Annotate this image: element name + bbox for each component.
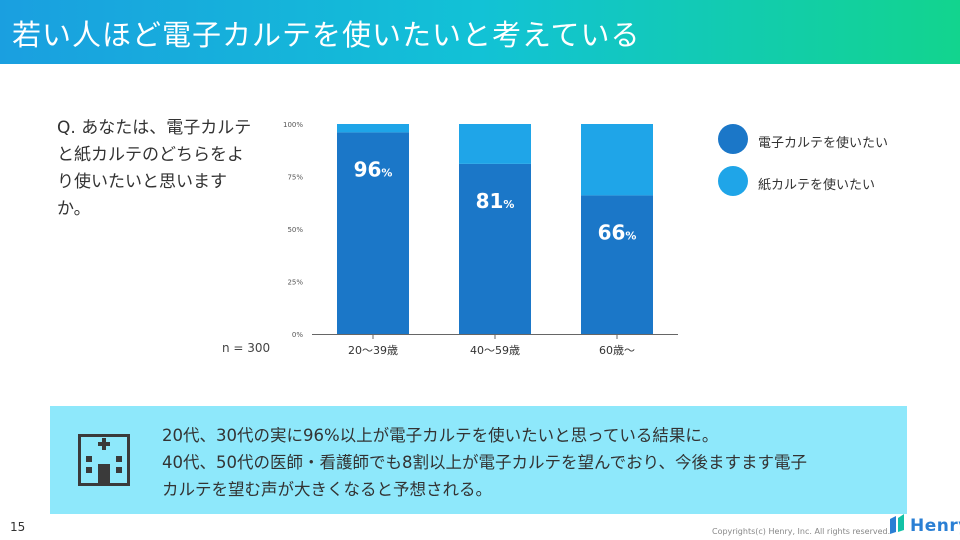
x-tick-label: 40〜59歳 [470, 344, 520, 357]
brand-name: Henry [910, 516, 960, 536]
bar-segment-electronic [581, 195, 653, 334]
bar-data-label: 81% [476, 189, 515, 213]
survey-question: Q. あなたは、電子カルテと紙カルテのどちらをより使いたいと思いますか。 [57, 118, 252, 219]
callout-line: 20代、30代の実に96%以上が電子カルテを使いたいと思っている結果に。 [162, 426, 719, 445]
legend-label-electronic: 電子カルテを使いたい [758, 136, 889, 151]
y-tick-label: 0% [292, 331, 303, 339]
bar-segment-electronic [459, 163, 531, 334]
summary-callout: 20代、30代の実に96%以上が電子カルテを使いたいと思っている結果に。 40代… [50, 406, 907, 514]
legend-swatch-electronic [718, 124, 748, 154]
bar-segment-paper [337, 124, 409, 133]
y-tick-label: 25% [287, 279, 303, 287]
y-tick-label: 100% [283, 121, 303, 129]
header-bar: 若い人ほど電子カルテを使いたいと考えている [0, 0, 960, 64]
bar-segment-paper [459, 124, 531, 164]
bar-data-label: 96% [354, 157, 393, 181]
henry-logo-icon [890, 514, 904, 534]
sample-size: n = 300 [222, 341, 271, 355]
legend-swatch-paper [718, 166, 748, 196]
bar-segment-paper [581, 124, 653, 196]
x-tick-label: 60歳〜 [599, 344, 635, 357]
x-tick-label: 20〜39歳 [348, 344, 398, 357]
callout-line: カルテを望む声が大きくなると予想される。 [162, 480, 492, 499]
callout-line: 40代、50代の医師・看護師でも8割以上が電子カルテを望んでおり、今後ますます電… [162, 453, 808, 472]
page-title: 若い人ほど電子カルテを使いたいと考えている [12, 18, 641, 52]
callout-text: 20代、30代の実に96%以上が電子カルテを使いたいと思っている結果に。 40代… [162, 422, 807, 503]
brand-logo: Henry [890, 514, 960, 538]
hospital-icon [78, 434, 130, 486]
bar-segment-electronic [337, 132, 409, 334]
legend-label-paper: 紙カルテを使いたい [758, 178, 876, 193]
bar-data-label: 66% [598, 220, 637, 244]
stacked-bar-chart: 0% 25% 50% 75% 100% 96% 20〜39歳 81% 40〜59歳 66% 60歳〜 [283, 121, 678, 357]
y-tick-label: 75% [287, 174, 303, 182]
y-tick-label: 50% [287, 226, 303, 234]
copyright-notice: Copyrights(c) Henry, Inc. All rights res… [712, 527, 891, 536]
page-number: 15 [10, 520, 26, 534]
